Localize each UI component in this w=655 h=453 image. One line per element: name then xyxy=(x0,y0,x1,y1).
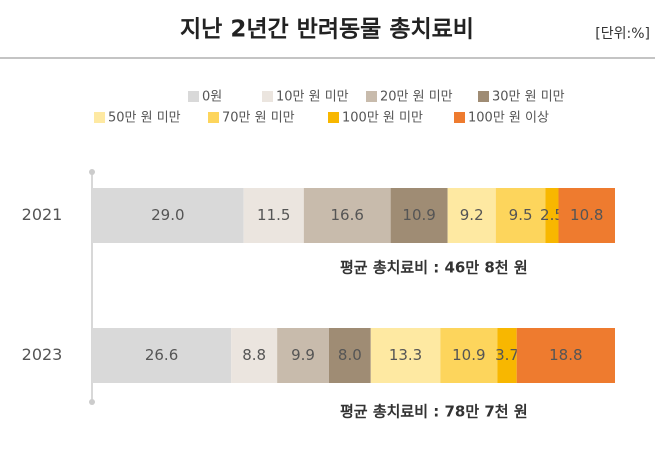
legend-label: 50만 원 미만 xyxy=(108,111,181,126)
value-label: 13.3 xyxy=(389,346,422,364)
value-label: 26.6 xyxy=(145,346,178,364)
legend-swatch xyxy=(262,91,273,102)
legend-label: 100만 원 미만 xyxy=(342,111,423,126)
bar-segment xyxy=(92,328,232,383)
bar-segment xyxy=(495,188,546,243)
bar-segment xyxy=(243,188,304,243)
value-label: 18.8 xyxy=(549,346,582,364)
value-label: 8.8 xyxy=(242,346,266,364)
legend-swatch xyxy=(328,112,339,123)
value-label: 2.5 xyxy=(540,206,564,224)
bar-segment xyxy=(497,328,517,383)
bar-segment xyxy=(440,328,498,383)
legend-swatch xyxy=(208,112,219,123)
legend-swatch xyxy=(94,112,105,123)
value-label: 9.9 xyxy=(291,346,315,364)
legend-swatch xyxy=(478,91,489,102)
legend-label: 0원 xyxy=(202,90,222,105)
bar-segment xyxy=(92,188,244,243)
legend-label: 10만 원 미만 xyxy=(276,90,349,105)
legend-swatch xyxy=(366,91,377,102)
value-label: 10.9 xyxy=(452,346,485,364)
chart-title: 지난 2년간 반려동물 총치료비 xyxy=(180,17,474,43)
value-label: 16.6 xyxy=(331,206,364,224)
value-label: 3.7 xyxy=(495,346,519,364)
bar-segment xyxy=(277,328,329,383)
value-label: 10.9 xyxy=(402,206,435,224)
value-label: 11.5 xyxy=(257,206,290,224)
bar-segment xyxy=(447,188,496,243)
axis-dot xyxy=(89,169,95,175)
legend-swatch xyxy=(188,91,199,102)
y-tick-label: 2021 xyxy=(22,205,63,224)
bar-segment xyxy=(328,328,371,383)
value-label: 9.5 xyxy=(509,206,533,224)
value-label: 29.0 xyxy=(151,206,184,224)
legend-label: 20만 원 미만 xyxy=(380,90,453,105)
bar-segment xyxy=(390,188,448,243)
legend-swatch xyxy=(454,112,465,123)
bar-segment xyxy=(303,188,391,243)
axis-dot xyxy=(89,399,95,405)
value-label: 8.0 xyxy=(338,346,362,364)
bar-segment xyxy=(545,188,559,243)
annotation: 평균 총치료비 : 78만 7천 원 xyxy=(340,403,528,421)
unit-label: [단위:%] xyxy=(595,26,650,42)
value-label: 9.2 xyxy=(460,206,484,224)
legend-label: 70만 원 미만 xyxy=(222,111,295,126)
value-label: 10.8 xyxy=(570,206,603,224)
bar-segment xyxy=(558,188,615,243)
annotation: 평균 총치료비 : 46만 8천 원 xyxy=(340,259,528,277)
y-tick-label: 2023 xyxy=(22,345,63,364)
legend-label: 30만 원 미만 xyxy=(492,90,565,105)
bar-segment xyxy=(231,328,278,383)
legend-label: 100만 원 이상 xyxy=(468,111,549,126)
bar-segment xyxy=(516,328,615,383)
header xyxy=(0,0,655,58)
bar-segment xyxy=(370,328,441,383)
